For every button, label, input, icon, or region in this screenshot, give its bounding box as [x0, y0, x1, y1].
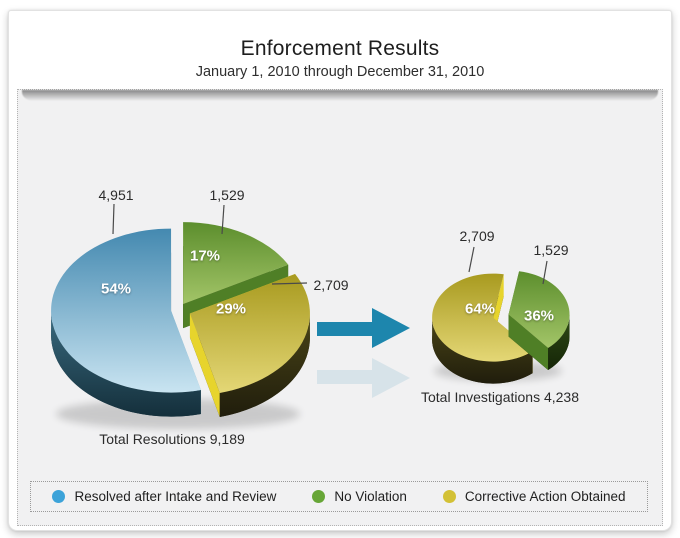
callout-corrective-value: 2,709	[313, 277, 349, 293]
callout-leader-line	[271, 282, 308, 285]
page-title: Enforcement Results	[240, 37, 440, 60]
date-range-subtitle: January 1, 2010 through December 31, 201…	[195, 64, 485, 80]
pie0-slice-blue	[51, 228, 201, 417]
legend-label: Resolved after Intake and Review	[74, 489, 277, 504]
callout-leader-line	[468, 246, 475, 273]
legend-item-resolved: Resolved after Intake and Review	[52, 489, 276, 504]
callout-investigations-no-violation-value: 1,529	[533, 242, 569, 258]
pct-resolved: 54%	[100, 280, 132, 298]
pct-no-violation: 17%	[189, 247, 221, 265]
callout-leader-line	[112, 203, 115, 235]
callout-investigations-corrective-value: 2,709	[459, 228, 495, 244]
legend-dot-green-icon	[312, 490, 326, 503]
legend-label: No Violation	[334, 489, 407, 504]
header-curl-shadow	[22, 90, 658, 101]
legend-dot-yellow-icon	[442, 490, 456, 503]
pct-corrective: 29%	[215, 300, 247, 318]
legend-item-corrective: Corrective Action Obtained	[442, 489, 626, 504]
pie1-slice-green	[508, 271, 570, 371]
arrow-right-icon	[317, 308, 410, 348]
legend: Resolved after Intake and Review No Viol…	[30, 481, 648, 512]
callout-leader-line	[221, 204, 225, 235]
callout-no-violation-value: 1,529	[209, 187, 245, 203]
legend-label: Corrective Action Obtained	[464, 489, 626, 504]
pie1-slice-yellow	[432, 273, 533, 384]
callout-leader-line	[542, 260, 548, 285]
legend-item-no-violation: No Violation	[312, 489, 407, 504]
total-investigations-caption: Total Investigations 4,238	[421, 389, 579, 405]
arrow-reflection	[317, 358, 410, 398]
callout-resolved-value: 4,951	[98, 187, 134, 203]
chart-header: Enforcement Results January 1, 2010 thro…	[8, 10, 672, 90]
pct-investigations-corrective: 64%	[464, 300, 496, 318]
pie0-slice-yellow	[189, 274, 310, 417]
pct-investigations-no-violation: 36%	[523, 307, 555, 325]
legend-dot-blue-icon	[52, 490, 66, 503]
total-resolutions-caption: Total Resolutions 9,189	[99, 431, 245, 447]
